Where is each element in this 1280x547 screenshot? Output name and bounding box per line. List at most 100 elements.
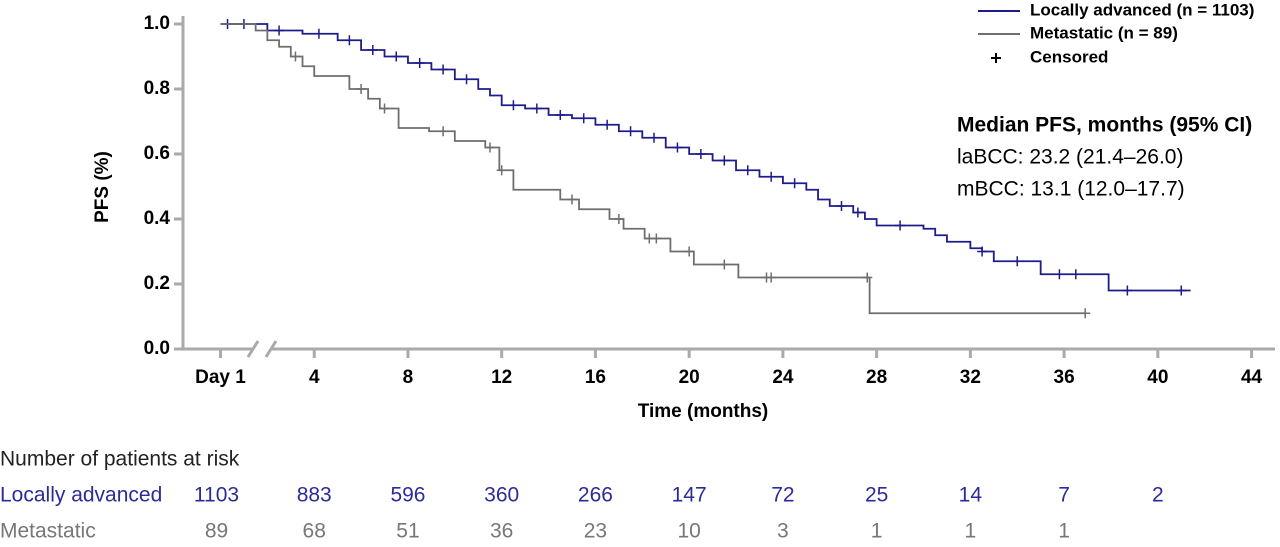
legend-censor-mark [991,53,1001,63]
risk-value: 883 [297,484,332,507]
censor-mark [290,51,301,62]
risk-value: 1 [965,520,977,543]
censor-mark [496,165,507,176]
risk-value: 72 [771,484,794,507]
censor-mark [1054,269,1065,280]
censor-mark [684,246,695,257]
censor-mark [789,178,800,189]
censor-mark [695,149,706,159]
y-tick-label: 0.6 [144,143,170,164]
y-tick-label: 1.0 [144,13,170,34]
censor-mark [344,35,355,46]
risk-table-title: Number of patients at risk [0,448,240,471]
censor-mark [1122,285,1133,296]
censor-mark [672,142,683,153]
legend-label: Metastatic (n = 89) [1030,23,1178,42]
legend-label: Censored [1030,47,1108,66]
risk-row-label: Locally advanced [0,484,162,507]
censor-mark [1080,308,1091,319]
risk-value: 68 [303,520,326,543]
censor-mark [274,25,285,36]
censor-mark [836,201,847,211]
risk-value: 1103 [194,484,239,507]
x-tick-label: 44 [1241,367,1263,388]
censor-mark [977,246,988,257]
censor-mark [852,207,863,218]
axis-break [264,340,278,358]
x-tick-label: 4 [309,367,320,388]
censor-mark [766,272,777,283]
risk-value: 360 [484,484,519,507]
censor-mark [391,51,402,62]
censor-mark [719,259,730,270]
x-tick-label: 32 [960,367,981,388]
risk-value: 89 [205,520,228,543]
censor-mark [531,103,542,114]
y-tick-label: 0.8 [144,78,170,99]
censor-mark [578,113,589,124]
risk-value: 1 [871,520,883,543]
risk-value: 3 [777,520,789,543]
censor-mark [379,103,390,114]
annotation-line: laBCC: 23.2 (21.4–26.0) [957,146,1183,169]
risk-value: 147 [672,484,707,507]
censor-mark [438,126,449,137]
x-tick-label: 36 [1054,367,1075,388]
survival-curve [220,23,1086,315]
censor-mark [742,165,753,176]
axis-break [246,340,260,358]
x-tick-label: 40 [1147,367,1168,388]
censor-mark [1176,285,1187,296]
censor-mark [508,100,519,111]
censor-mark [895,220,906,231]
risk-value: 266 [578,484,613,507]
annotation-title: Median PFS, months (95% CI) [957,114,1252,137]
x-tick-label: 20 [679,367,700,388]
censor-mark [313,28,324,39]
risk-row-label: Metastatic [0,520,96,543]
censor-mark [438,64,449,75]
censor-mark [484,142,495,153]
censor-mark [1012,256,1023,267]
x-tick-label: Day 1 [195,367,246,388]
risk-value: 10 [677,520,700,543]
censor-mark [862,272,873,283]
risk-value: 14 [959,484,983,507]
censor-mark [649,132,660,143]
y-axis-label: PFS (%) [92,151,113,223]
risk-value: 25 [865,484,888,507]
y-tick-label: 0.4 [144,208,171,229]
annotation-line: mBCC: 13.1 (12.0–17.7) [957,178,1185,201]
censor-mark [1070,269,1081,280]
censor-mark [613,214,624,224]
censor-mark [356,84,367,94]
censor-mark [766,171,777,182]
risk-value: 23 [584,520,607,543]
legend-label: Locally advanced (n = 1103) [1030,0,1254,19]
risk-value: 36 [490,520,513,543]
x-axis-label: Time (months) [638,401,769,422]
censor-mark [625,126,636,137]
x-tick-label: 24 [772,367,794,388]
risk-value: 7 [1058,484,1070,507]
risk-value: 51 [396,520,419,543]
censor-mark [651,233,662,244]
x-tick-label: 28 [866,367,887,388]
y-tick-label: 0.0 [144,338,170,359]
y-tick-label: 0.2 [144,273,170,294]
axis-break-gap [252,343,272,355]
censor-mark [414,58,425,68]
x-tick-label: 8 [403,367,414,388]
censor-mark [602,119,613,130]
x-tick-label: 12 [491,367,512,388]
censor-mark [719,155,730,166]
risk-value: 1 [1058,520,1070,543]
censor-mark [555,110,566,120]
censor-mark [461,74,472,85]
censor-mark [367,45,378,55]
risk-value: 2 [1152,484,1164,507]
risk-value: 596 [390,484,425,507]
x-tick-label: 16 [585,367,606,388]
censor-mark [566,194,577,205]
